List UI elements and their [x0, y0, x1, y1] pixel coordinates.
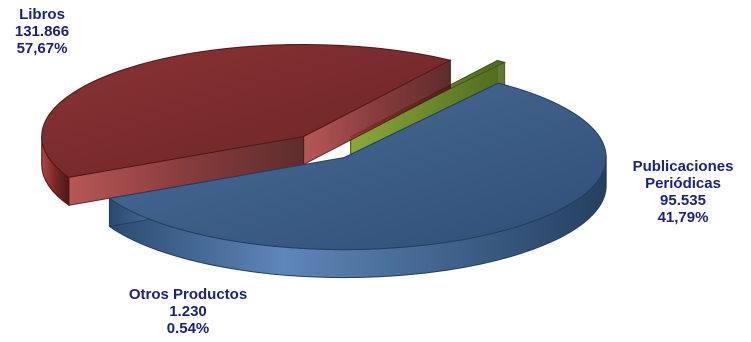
label-publicaciones-name-line1: Publicaciones: [632, 158, 734, 175]
label-libros-name: Libros: [19, 6, 65, 23]
slice-publicaciones: [41, 43, 452, 207]
label-libros-percent: 57,67%: [16, 40, 68, 57]
label-otros-name: Otros Productos: [128, 286, 248, 303]
label-publicaciones-percent: 41,79%: [657, 209, 709, 226]
label-publicaciones-value: 95.535: [660, 192, 706, 209]
label-publicaciones: Publicaciones Periódicas 95.535 41,79%: [618, 158, 748, 226]
label-libros: Libros 131.866 57,67%: [4, 6, 80, 57]
label-otros: Otros Productos 1.230 0.54%: [98, 286, 278, 337]
label-libros-value: 131.866: [14, 23, 70, 40]
label-publicaciones-name-line2: Periódicas: [645, 175, 721, 192]
label-otros-percent: 0.54%: [166, 320, 210, 337]
slice-libros: [108, 82, 607, 279]
label-otros-value: 1.230: [169, 303, 207, 320]
